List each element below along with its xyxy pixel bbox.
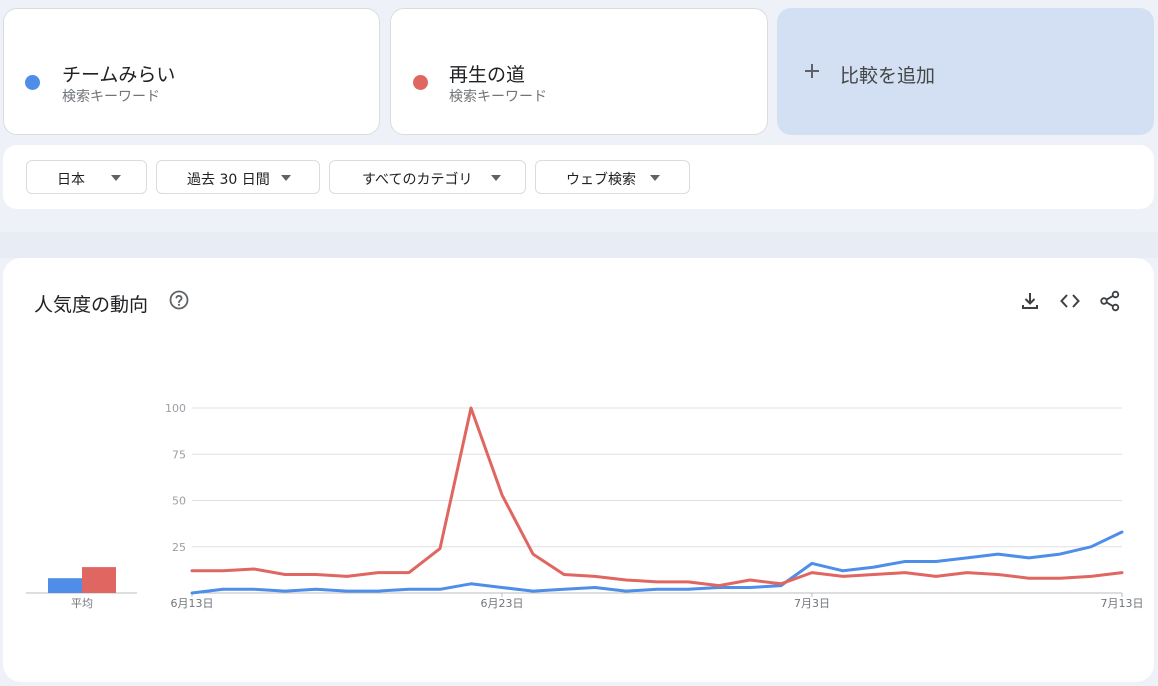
term-type-label: 検索キーワード — [449, 89, 547, 105]
add-comparison-label: 比較を追加 — [840, 65, 936, 87]
term-name: 再生の道 — [449, 64, 526, 86]
region-filter[interactable]: 日本 — [26, 160, 147, 194]
term-name: チームみらい — [62, 64, 176, 86]
download-icon[interactable] — [1019, 290, 1041, 312]
interest-over-time-card: 人気度の動向 — [3, 258, 1154, 682]
chevron-down-icon — [650, 175, 660, 181]
chart-title: 人気度の動向 — [34, 294, 149, 316]
chevron-down-icon — [281, 175, 291, 181]
filter-label: 過去 30 日間 — [187, 172, 270, 188]
time-range-filter[interactable]: 過去 30 日間 — [156, 160, 320, 194]
chevron-down-icon — [111, 175, 121, 181]
term-color-dot — [413, 75, 428, 90]
category-filter[interactable]: すべてのカテゴリ — [329, 160, 526, 194]
plus-icon — [803, 60, 821, 84]
share-icon[interactable] — [1099, 290, 1121, 312]
term-card-2[interactable]: 再生の道 検索キーワード — [390, 8, 768, 135]
term-type-label: 検索キーワード — [62, 89, 160, 105]
filter-label: すべてのカテゴリ — [362, 172, 473, 188]
filter-bar: 日本 過去 30 日間 すべてのカテゴリ ウェブ検索 — [3, 145, 1154, 209]
filter-label: ウェブ検索 — [566, 172, 636, 188]
search-type-filter[interactable]: ウェブ検索 — [535, 160, 690, 194]
embed-icon[interactable] — [1059, 290, 1081, 312]
section-divider — [0, 232, 1158, 258]
term-card-1[interactable]: チームみらい 検索キーワード — [3, 8, 380, 135]
add-comparison-button[interactable] — [777, 8, 1154, 135]
help-icon[interactable] — [169, 290, 189, 310]
term-color-dot — [25, 75, 40, 90]
chevron-down-icon — [491, 175, 501, 181]
filter-label: 日本 — [57, 172, 85, 188]
